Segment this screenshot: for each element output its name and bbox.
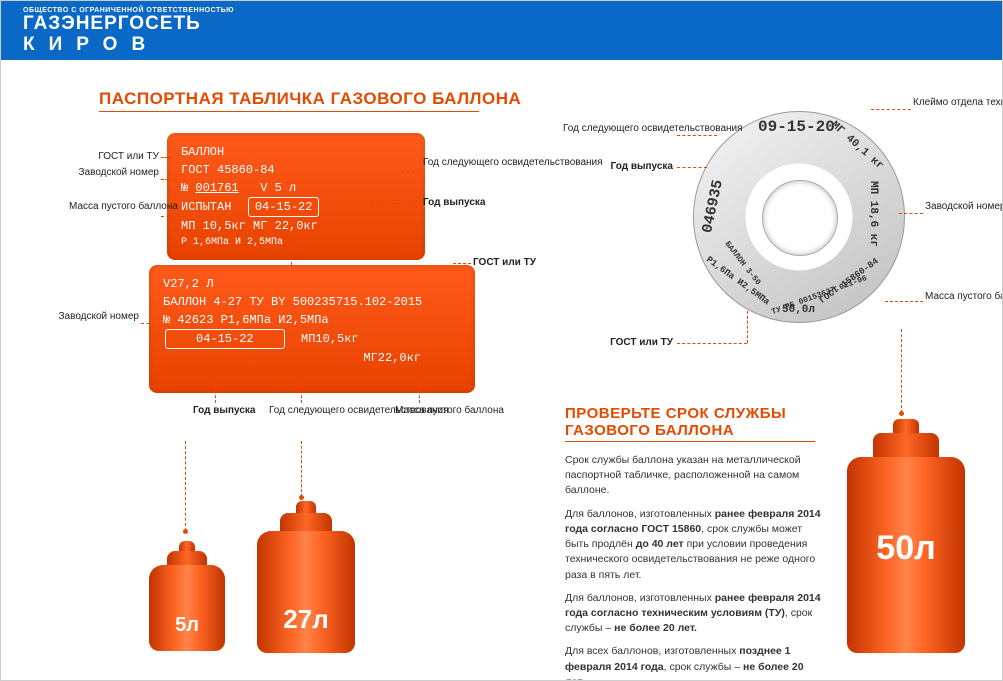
plate2-r1: V27,2 Л	[163, 275, 461, 293]
passport-plate-1: БАЛЛОН ГОСТ 45860-84 № 001761 V 5 л ИСПЫ…	[167, 133, 425, 260]
plate1-r2: ГОСТ 45860-84	[181, 161, 411, 179]
left-title: ПАСПОРТНАЯ ТАБЛИЧКА ГАЗОВОГО БАЛЛОНА	[99, 89, 521, 109]
rlbl-mass: Масса пустого баллона	[925, 291, 995, 302]
article-title-1: ПРОВЕРЬТЕ СРОК СЛУЖБЫ	[565, 405, 815, 422]
ring-left: 046935	[699, 178, 727, 234]
lbl-mass-1: Масса пустого баллона	[69, 201, 159, 212]
header-city: КИРОВ	[23, 35, 1002, 54]
cylinder-5l: 5л	[149, 541, 225, 651]
lbl-nextcert-1: Год следующего освидетельствования	[423, 157, 533, 168]
plate1-r6: Р 1,6МПа И 2,5МПа	[181, 235, 411, 250]
plate2-r3: № 42623 Р1,6МПа И2,5МПа	[163, 311, 461, 329]
plate2-r2: БАЛЛОН 4-27 ТУ BY 500235715.102-2015	[163, 293, 461, 311]
page: ОБЩЕСТВО С ОГРАНИЧЕННОЙ ОТВЕТСТВЕННОСТЬЮ…	[0, 0, 1003, 681]
lbl-gost-2: ГОСТ или ТУ	[473, 257, 536, 268]
metal-passport-ring: 09-15-20 МГ 40,1 кг МП 18,6 кг 046935 Р1…	[693, 111, 905, 323]
plate1-r5: МП 10,5кг МГ 22,0кг	[181, 217, 411, 235]
ring-tr: МГ 40,1 кг	[828, 119, 885, 172]
lbl-gost-1: ГОСТ или ТУ	[69, 151, 159, 162]
article-title-2: ГАЗОВОГО БАЛЛОНА	[565, 422, 815, 439]
lbl-nextcert-2: Год следующего освидетельствования	[269, 405, 379, 416]
ring-right: МП 18,6 кг	[867, 181, 879, 247]
rlbl-year: Год выпуска	[563, 161, 673, 172]
lbl-serial-2: Заводской номер	[49, 311, 139, 322]
cylinder-5l-label: 5л	[149, 614, 225, 637]
article-p4: Для всех баллонов, изготовленных позднее…	[565, 644, 825, 681]
rlbl-serial: Заводской номер	[925, 201, 995, 212]
ring-hole	[762, 180, 838, 256]
rlbl-gost: ГОСТ или ТУ	[563, 337, 673, 348]
header-company: ГАЗЭНЕРГОСЕТЬ	[23, 14, 1002, 33]
ring-top: 09-15-20	[758, 118, 835, 136]
ring-bot: 50,0л	[782, 304, 815, 316]
left-title-underline	[99, 111, 479, 112]
plate1-r1: БАЛЛОН	[181, 143, 411, 161]
passport-plate-2: V27,2 Л БАЛЛОН 4-27 ТУ BY 500235715.102-…	[149, 265, 475, 393]
cylinder-50l: 50л	[847, 419, 965, 653]
article-title-wrap: ПРОВЕРЬТЕ СРОК СЛУЖБЫ ГАЗОВОГО БАЛЛОНА	[565, 405, 815, 442]
cylinder-27l-label: 27л	[257, 604, 355, 635]
cylinder-50l-label: 50л	[847, 529, 965, 568]
header: ОБЩЕСТВО С ОГРАНИЧЕННОЙ ОТВЕТСТВЕННОСТЬЮ…	[1, 1, 1002, 60]
plate2-r5: МГ22,0кг	[163, 349, 461, 367]
article-p2: Для баллонов, изготовленных ранее феврал…	[565, 507, 825, 583]
cylinder-27l: 27л	[257, 501, 355, 653]
plate1-r4: ИСПЫТАН 04-15-22	[181, 197, 411, 217]
left-title-wrap: ПАСПОРТНАЯ ТАБЛИЧКА ГАЗОВОГО БАЛЛОНА	[99, 89, 521, 112]
lbl-year-1: Год выпуска	[423, 197, 485, 208]
lbl-serial-1: Заводской номер	[69, 167, 159, 178]
rlbl-nextcert: Год следующего освидетельствования	[563, 123, 673, 134]
article-p1: Срок службы баллона указан на металличес…	[565, 453, 825, 499]
plate1-r3: № 001761 V 5 л	[181, 179, 411, 197]
article-p3: Для баллонов, изготовленных ранее феврал…	[565, 591, 825, 637]
rlbl-stamp: Клеймо отдела технического контроля	[913, 97, 993, 108]
article-title-underline	[565, 441, 815, 442]
lbl-mass-2: Масса пустого баллона	[395, 405, 465, 416]
lbl-year-2: Год выпуска	[193, 405, 253, 416]
plate2-r4: 04-15-22 МП10,5кг	[163, 329, 461, 349]
article-body: Срок службы баллона указан на металличес…	[565, 453, 825, 681]
